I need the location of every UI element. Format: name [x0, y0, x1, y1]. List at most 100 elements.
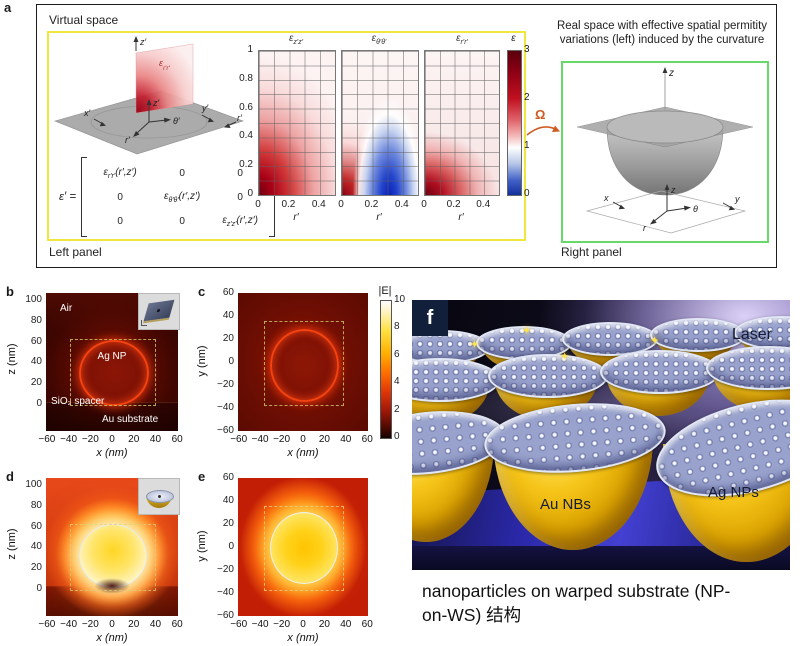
axis-x: x: [603, 193, 609, 203]
panel-c-label: c: [198, 284, 206, 299]
left-panel-label: Left panel: [49, 245, 102, 259]
heatmap2-x-axis: 0 0.2 0.4: [338, 199, 417, 211]
text-item: 0: [524, 188, 530, 199]
text-item: −40: [217, 402, 234, 413]
text-item: 0.6: [239, 101, 253, 113]
region-agnp-label: Ag NP: [97, 351, 127, 362]
text-item: 0: [36, 397, 42, 409]
text-item: −40: [251, 434, 269, 445]
axis-z-top: z: [668, 68, 674, 79]
heatmap3-x-label: r′: [458, 212, 464, 223]
text-item: 0.2: [364, 199, 379, 210]
text-item: −40: [60, 619, 78, 630]
text-item: −40: [60, 434, 78, 445]
axis-y: y: [734, 194, 740, 204]
cut-plane: [576, 106, 754, 148]
text-item: 0: [36, 582, 42, 594]
text-item: 40: [340, 434, 352, 445]
heatmap-eps-rr: [424, 50, 500, 196]
text-item: 0: [255, 199, 261, 210]
matrix-c21: 0: [117, 191, 123, 203]
panel-d-y-ticks: 100 80 60 40 20 0: [20, 480, 42, 594]
virtual-space-diagram: z′ εr′r′ z′ θ′ r′ x′ y′ r′: [54, 36, 244, 155]
text-item: 0.2: [239, 159, 253, 171]
text-item: 0.4: [394, 199, 409, 210]
text-item: −40: [217, 587, 234, 598]
text-item: 20: [222, 333, 234, 344]
text-item: 40: [30, 541, 42, 553]
text-item: 20: [30, 377, 42, 389]
panel-e-label: e: [198, 469, 206, 484]
matrix-c32: 0: [179, 215, 185, 227]
text-item: −20: [217, 379, 234, 390]
text-item: −20: [81, 434, 99, 445]
matrix-c12: 0: [179, 167, 185, 179]
text-item: 2: [394, 403, 400, 415]
axis-z-center: z: [670, 185, 676, 195]
ag-np-bright-disc: [270, 512, 338, 584]
axis-z-prime-top: z′: [139, 37, 147, 47]
axis-z-prime-center: z′: [152, 98, 160, 108]
matrix-c11: εr′r′(r′,z′): [103, 166, 137, 180]
panel-d-x-axis-label: x (nm): [96, 632, 128, 644]
text-item: −20: [273, 434, 291, 445]
panel-d-x-ticks: −60 −40 −20 0 20 40 60: [36, 619, 188, 630]
bowl-opening: [146, 490, 174, 503]
text-item: −20: [81, 619, 99, 630]
panel-b-inset-flat-substrate: [138, 293, 180, 330]
text-item: variations (left) induced by the curvatu…: [559, 34, 765, 46]
text-item: 100: [25, 294, 42, 305]
sparkle-icon: ✦: [470, 339, 480, 351]
text-item: 1: [247, 44, 253, 55]
text-item: 80: [30, 499, 42, 511]
z-prime-arrowhead-icon: [133, 36, 139, 42]
heatmap-y-axis: 1 0.8 0.6 0.4 0.2 0: [229, 45, 253, 199]
panel-b-label: b: [6, 284, 14, 299]
text-item: 0.2: [281, 199, 296, 210]
axis-r-prime-center: r′: [125, 135, 130, 145]
dashed-roi-box: [264, 506, 344, 591]
panel-c-fieldmap: [238, 293, 368, 431]
eps-rr-plane: [135, 43, 194, 114]
text-item: 80: [30, 314, 42, 326]
colorbar-E-label: |E|: [378, 285, 392, 297]
matrix-c22: εθ′θ′(r′,z′): [164, 190, 201, 204]
ag-np-bright-disc: [79, 524, 147, 588]
matrix-c23: 0: [237, 191, 243, 203]
bowl-rim: [606, 110, 724, 144]
matrix-c33: εz′z′(r′,z′): [222, 214, 258, 228]
text-item: 0: [421, 199, 427, 210]
text-item: 60: [171, 619, 183, 630]
panel-d-y-axis-label: z (nm): [6, 528, 18, 560]
text-item: −20: [217, 564, 234, 575]
panel-b-y-axis-label: z (nm): [6, 343, 18, 375]
text-item: 0.4: [311, 199, 326, 210]
text-item: 20: [30, 562, 42, 574]
permittivity-matrix: ε′ = εr′r′(r′,z′) 0 0 0 εθ′θ′(r′,z′) 0 0…: [59, 157, 276, 237]
text-item: on-WS) 结构: [422, 605, 522, 625]
real-space-diagram: z z θ r x y: [576, 67, 754, 234]
nanoparticle-dot: [158, 495, 161, 498]
text-item: 100: [25, 479, 42, 490]
text-item: 20: [318, 619, 330, 630]
heatmap3-title: εr′r′: [456, 33, 468, 46]
laser-label: Laser: [731, 326, 772, 343]
panel-e-x-axis-label: x (nm): [287, 632, 319, 644]
sparkle-icon: ✦: [522, 325, 532, 337]
heatmap3-x-axis: 0 0.2 0.4: [421, 199, 498, 211]
panel-e-y-ticks: 60 40 20 0 −20 −40 −60: [208, 473, 234, 621]
text-item: −60: [217, 425, 234, 436]
text-item: 20: [222, 518, 234, 529]
heatmap-grid: [425, 51, 499, 195]
text-item: 0: [109, 434, 115, 445]
ag-np-ring: [270, 329, 339, 402]
ag-nps-label: Ag NPs: [708, 484, 759, 501]
text-item: 3: [524, 44, 530, 55]
heatmap-eps-zz: [258, 50, 336, 196]
text-item: 0.8: [239, 72, 253, 84]
colorbar-E-ticks: 10 8 6 4 2 0: [394, 295, 410, 442]
panel-c-y-axis-label: y (nm): [196, 345, 208, 377]
text-item: 60: [30, 520, 42, 532]
text-item: 40: [149, 619, 162, 630]
text-item: 60: [30, 335, 42, 347]
